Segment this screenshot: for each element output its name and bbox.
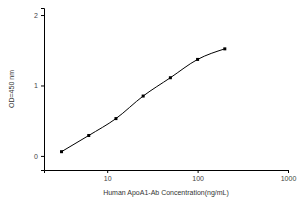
- y-axis-line: [41, 9, 45, 171]
- x-tick: 10: [104, 170, 112, 182]
- point: [60, 150, 63, 153]
- y-axis: 0 1 2: [34, 9, 44, 171]
- x-tick-mark: [107, 170, 108, 173]
- x-axis: 10 100 1000: [45, 170, 297, 182]
- point: [114, 117, 117, 120]
- x-tick-mark: [288, 170, 289, 173]
- x-axis-line: [45, 171, 289, 174]
- x-axis-title: Human ApoA1-Ab Concentration(ng/mL): [103, 189, 229, 197]
- y-tick-mark: [41, 15, 44, 16]
- x-tick: 1000: [281, 170, 297, 182]
- y-tick-label: 0: [34, 153, 38, 160]
- y-tick-label: 1: [34, 82, 38, 89]
- x-tick-label: 100: [192, 175, 204, 182]
- y-axis-title: OD=450 nm: [8, 70, 15, 108]
- point: [142, 95, 145, 98]
- x-tick-label: 10: [104, 175, 112, 182]
- y-tick: 1: [34, 82, 44, 89]
- y-tick: 0: [34, 153, 44, 160]
- x-tick: 100: [192, 170, 204, 182]
- x-tick-mark: [198, 170, 199, 173]
- y-tick: 2: [34, 12, 44, 19]
- series: [60, 47, 226, 153]
- chart: 10 100 1000 0 1 2 Human ApoA1-Ab Concentration…: [0, 0, 300, 200]
- curve: [62, 49, 225, 152]
- y-tick-mark: [41, 156, 44, 157]
- y-tick-label: 2: [34, 12, 38, 19]
- point: [196, 58, 199, 61]
- plot: 10 100 1000 0 1 2: [34, 9, 296, 182]
- point: [87, 134, 90, 137]
- y-tick-mark: [41, 85, 44, 86]
- point: [169, 76, 172, 79]
- x-tick-label: 1000: [281, 175, 297, 182]
- point: [223, 47, 226, 50]
